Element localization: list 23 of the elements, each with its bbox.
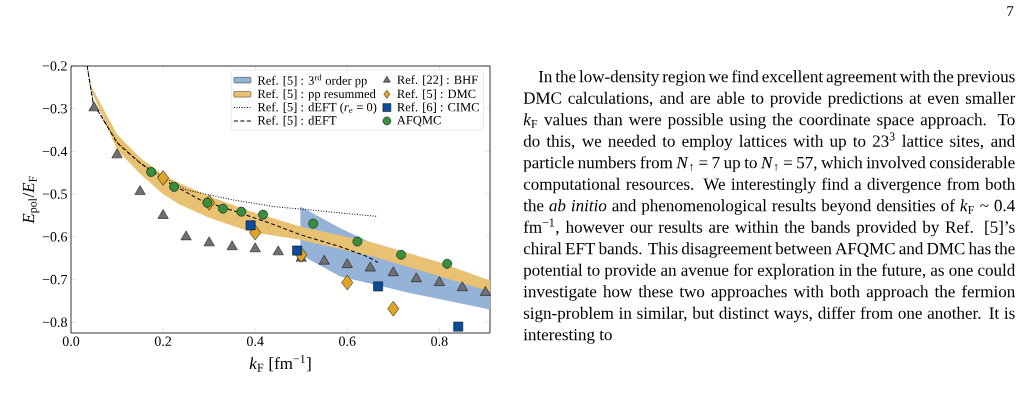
x-tick-label: 0.0 [62,336,80,347]
x-axis-title: k$_{F}$ [fm$^{−1}$] [249,354,311,372]
x-tick-label: 0.2 [154,336,172,347]
legend-label: Ref. [5] : DMC [397,89,476,100]
y-tick-label: −0.3 [42,103,67,114]
legend-label: Ref. [22] : BHF [397,75,478,86]
x-tick-label: 0.4 [246,336,264,347]
legend-label: Ref. [5] : dEFT (r$_{e}$ = 0) [257,102,377,114]
y-tick-label: −0.6 [42,232,68,242]
legend-label: AFQMC [397,115,441,127]
y-tick-label: −0.7 [42,274,68,285]
legend-label: Ref. [5] : dEFT [257,115,337,127]
legend-label: Ref. [5] : 3$^{rd}$ order pp [257,74,367,88]
y-tick-label: −0.8 [42,317,67,328]
text: 7 [1007,6,1014,17]
y-tick-label: −0.5 [42,189,67,199]
text: In the low-density region we find excellent agreement with the previous DMC calculations, and are able to provide predictions at even smaller k$_{F}$ values than were possible using the coordinate space approach. To do this, we needed to employ lattices with up to 23$^{3}$ lattice sites, and particle numbers from N$_{↑}$ = 7 up to N$_{↑}$ = 57, which involved considerable computational resources. We interestingly find a divergence from both the ab initio and phenomenological results beyond densities of k$_{F}$ ~ 0.4 fm$^{−1}$, however our results are within the bands provided by Ref. [5]’s chiral EFT bands. This disagreement between AFQMC and DMC has the potential to provide an avenue for exploration in the future, as one could investigate how these two approaches with both approach the fermion sign-problem in similar, but distinct ways, differ from one another. It is interesting to [523,70,1016,344]
y-tick-label: −0.2 [42,61,67,71]
legend-label: Ref. [5] : pp resummed [257,89,376,101]
legend-label: Ref. [6] : CIMC [397,102,479,113]
y-tick-label: −0.4 [42,146,68,157]
x-tick-label: 0.6 [339,336,356,347]
x-tick-label: 0.8 [431,336,448,347]
